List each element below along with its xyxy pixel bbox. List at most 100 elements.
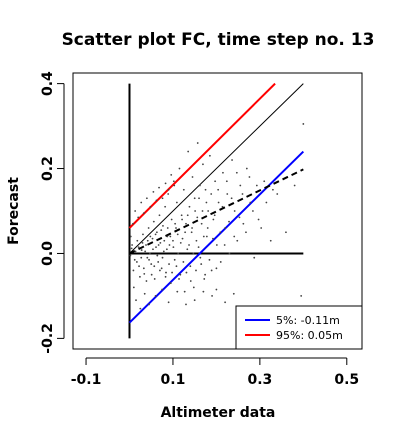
scatter-point-197 bbox=[260, 227, 263, 229]
scatter-point-43 bbox=[186, 248, 189, 251]
scatter-point-65 bbox=[215, 244, 218, 246]
scatter-point-190 bbox=[235, 171, 238, 174]
scatter-point-155 bbox=[178, 278, 180, 280]
scatter-point-182 bbox=[217, 188, 220, 191]
scatter-point-127 bbox=[140, 256, 143, 259]
scatter-point-52 bbox=[196, 142, 199, 144]
scatter-point-100 bbox=[211, 295, 213, 297]
scatter-point-178 bbox=[210, 193, 213, 195]
scatter-point-34 bbox=[175, 201, 178, 204]
scatter-point-25 bbox=[166, 235, 169, 238]
scatter-point-44 bbox=[187, 150, 190, 153]
scatter-point-10 bbox=[149, 252, 151, 255]
scatter-point-11 bbox=[150, 263, 153, 265]
x-tick-label: 0.5 bbox=[334, 372, 359, 388]
scatter-point-60 bbox=[207, 210, 210, 212]
x-axis: -0.1 0.1 0.3 0.5 bbox=[71, 357, 359, 388]
reference-lines bbox=[128, 82, 305, 339]
scatter-point-187 bbox=[228, 220, 230, 223]
scatter-point-26 bbox=[167, 193, 170, 195]
scatter-point-87 bbox=[300, 295, 303, 297]
scatter-point-169 bbox=[197, 246, 200, 248]
scatter-point-145 bbox=[164, 275, 167, 278]
scatter-point-81 bbox=[263, 180, 266, 183]
scatter-point-96 bbox=[176, 290, 179, 293]
scatter-point-72 bbox=[231, 159, 233, 161]
scatter-point-123 bbox=[134, 250, 137, 253]
scatter-point-45 bbox=[188, 205, 191, 208]
scatter-point-95 bbox=[167, 301, 170, 304]
scatter-point-50 bbox=[194, 210, 197, 212]
scatter-point-55 bbox=[200, 222, 203, 225]
scatter-point-47 bbox=[190, 231, 193, 234]
scatter-point-53 bbox=[198, 197, 200, 200]
scatter-point-140 bbox=[157, 244, 160, 246]
scatter-point-83 bbox=[276, 193, 279, 195]
scatter-point-198 bbox=[265, 201, 268, 204]
x-tick-label: -0.1 bbox=[71, 372, 102, 388]
scatter-point-71 bbox=[228, 252, 231, 255]
scatter-point-22 bbox=[162, 250, 165, 253]
scatter-point-193 bbox=[245, 231, 247, 234]
scatter-point-66 bbox=[217, 201, 220, 204]
scatter-point-138 bbox=[154, 233, 157, 236]
scatter-point-109 bbox=[142, 212, 145, 215]
scatter-point-126 bbox=[139, 275, 141, 278]
scatter-point-32 bbox=[173, 258, 176, 261]
scatter-point-137 bbox=[153, 265, 156, 268]
scatter-point-148 bbox=[168, 263, 170, 265]
scatter-point-82 bbox=[269, 239, 272, 242]
scatter-point-0 bbox=[130, 247, 133, 250]
scatter-point-31 bbox=[172, 180, 175, 183]
scatter-point-1 bbox=[133, 258, 136, 261]
upper-95-line bbox=[128, 82, 276, 229]
scatter-point-3 bbox=[138, 265, 140, 268]
legend-label-1: 95%: 0.05m bbox=[276, 329, 343, 342]
scatter-point-2 bbox=[136, 239, 139, 242]
x-axis-label: Altimeter data bbox=[161, 405, 276, 421]
scatter-point-129 bbox=[142, 267, 145, 270]
scatter-point-132 bbox=[146, 239, 149, 242]
scatter-point-14 bbox=[153, 278, 156, 280]
scatter-point-68 bbox=[222, 171, 224, 174]
scatter-point-161 bbox=[186, 214, 189, 217]
scatter-point-180 bbox=[213, 214, 216, 217]
scatter-point-112 bbox=[152, 190, 155, 193]
scatter-point-39 bbox=[181, 237, 184, 240]
scatter-point-105 bbox=[132, 222, 134, 225]
identity-line bbox=[129, 83, 304, 254]
scatter-point-144 bbox=[163, 239, 166, 242]
scatter-point-98 bbox=[193, 299, 196, 302]
scatter-point-121 bbox=[131, 244, 134, 246]
scatter-point-74 bbox=[236, 239, 239, 242]
scatter-point-102 bbox=[224, 301, 227, 304]
scatter-point-40 bbox=[182, 188, 185, 191]
scatter-point-111 bbox=[149, 205, 152, 208]
scatter-point-56 bbox=[202, 163, 204, 166]
scatter-point-133 bbox=[148, 258, 150, 261]
scatter-point-61 bbox=[208, 154, 211, 157]
scatter-point-162 bbox=[188, 244, 190, 246]
scatter-point-191 bbox=[238, 216, 241, 219]
scatter-point-170 bbox=[198, 184, 201, 187]
scatter-point-67 bbox=[219, 261, 222, 263]
scatter-point-158 bbox=[182, 261, 185, 263]
y-tick-label: 0.2 bbox=[40, 156, 56, 181]
scatter-point-151 bbox=[172, 246, 175, 248]
scatter-point-80 bbox=[257, 218, 260, 221]
lower-5-line bbox=[128, 150, 305, 324]
scatter-points bbox=[129, 123, 305, 310]
scatter-point-196 bbox=[255, 184, 258, 187]
scatter-point-131 bbox=[145, 280, 148, 282]
scatter-point-57 bbox=[203, 278, 206, 280]
scatter-point-171 bbox=[200, 263, 203, 265]
scatter-point-186 bbox=[225, 180, 228, 183]
scatter-point-20 bbox=[160, 267, 163, 270]
scatter-point-29 bbox=[170, 218, 173, 221]
scatter-point-37 bbox=[179, 273, 182, 276]
y-tick-label: 0.4 bbox=[40, 71, 56, 96]
scatter-point-166 bbox=[193, 197, 196, 200]
scatter-point-36 bbox=[178, 167, 181, 170]
scatter-point-97 bbox=[185, 303, 187, 306]
